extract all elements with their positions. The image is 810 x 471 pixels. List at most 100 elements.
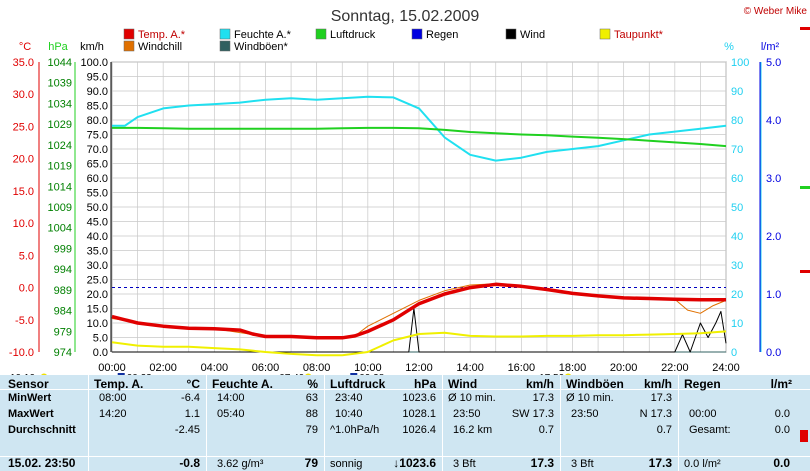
celsius-tick: 35.0 (13, 57, 34, 69)
humidity-min-time: 14:00 (217, 392, 245, 404)
temp-unit: °C (186, 377, 200, 391)
celsius-tick: 5.0 (19, 250, 34, 262)
rain-unit: l/m² (770, 377, 792, 391)
time-tick: 22:00 (661, 362, 689, 374)
pressure-unit: hPa (413, 377, 436, 391)
rain-total-label: Gesamt: (689, 424, 731, 436)
panel-divider (678, 375, 679, 471)
humidity-header: Feuchte A. (212, 377, 273, 391)
pressure-trend-value: 1026.4 (402, 424, 436, 436)
time-tick: 08:00 (303, 362, 331, 374)
left-axes: 35.0 30.0 25.0 20.0 15.0 10.0 5.0 0.0 -5.0 -10.0 1… (9, 57, 112, 359)
celsius-tick: -10.0 (9, 347, 34, 359)
hpa-tick: 999 (54, 243, 72, 255)
gust-time: 23:50 (571, 408, 599, 420)
wind-avg-value: 17.3 (532, 392, 554, 404)
rain-r2-value: 0.0 (774, 408, 790, 420)
legend-label: Luftdruck (330, 29, 376, 41)
kmh-tick: 35.0 (87, 246, 108, 258)
sensor-header: Sensor (8, 377, 49, 391)
panel-divider (442, 375, 443, 471)
pressure-trend-label: ^1.0hPa/h (330, 424, 380, 436)
axis-unit-label: l/m² (761, 41, 780, 53)
hpa-tick: 984 (54, 306, 72, 318)
rain-tick: 0.0 (766, 347, 781, 359)
axis-unit-label: °C (19, 41, 31, 53)
kmh-tick: 10.0 (87, 318, 108, 330)
row-label-max: MaxWert (8, 408, 54, 420)
kmh-tick: 70.0 (87, 144, 108, 156)
legend-swatch (505, 28, 517, 40)
hpa-tick: 1004 (48, 223, 72, 235)
percent-tick: 100 (731, 57, 749, 69)
celsius-tick: 10.0 (13, 218, 34, 230)
pressure-max-time: 10:40 (335, 408, 363, 420)
temp-header: Temp. A. (94, 377, 144, 391)
rain-header: Regen (684, 377, 721, 391)
kmh-tick: 95.0 (87, 72, 108, 84)
kmh-tick: 20.0 (87, 289, 108, 301)
wind-unit: km/h (525, 377, 554, 391)
wind-beaufort: 3 Bft (453, 458, 476, 470)
panel-header-divider (0, 389, 810, 390)
legend-label: Taupunkt* (614, 29, 664, 41)
time-tick: 18:00 (559, 362, 587, 374)
rain-column: Regen l/m² 00:00 0.0 Gesamt: 0.0 0.0 l/m… (679, 375, 810, 471)
sun-icon (305, 373, 312, 375)
hpa-tick: 1039 (48, 78, 72, 90)
kmh-tick: 85.0 (87, 101, 108, 113)
row-label-avg: Durchschnitt (8, 424, 76, 436)
gust-r3-value: 0.7 (656, 424, 672, 436)
copyright-label: © Weber Mike (744, 6, 808, 17)
legend-swatch (599, 28, 611, 40)
temp-column: Temp. A. °C 08:00 -6.4 14:20 1.1 -2.45 -… (89, 375, 206, 471)
moon-icon (117, 373, 125, 375)
legend-swatch (219, 40, 231, 52)
rain-total-value: 0.0 (774, 424, 790, 436)
axis-unit-headers: °C hPa km/h% l/m² (19, 41, 780, 53)
kmh-tick: 60.0 (87, 173, 108, 185)
wind-distance: 16.2 km (453, 424, 493, 436)
celsius-tick: -5.0 (15, 315, 34, 327)
humidity-column: Feuchte A. % 14:00 63 05:40 88 79 3.62 g… (207, 375, 324, 471)
time-tick: 10:00 (354, 362, 382, 374)
humidity-unit: % (307, 377, 318, 391)
hpa-tick: 1019 (48, 161, 72, 173)
temp-min-time: 08:00 (99, 392, 127, 404)
hpa-tick: 1029 (48, 119, 72, 131)
legend-swatch (219, 28, 231, 40)
axis-unit-label: hPa (48, 41, 68, 53)
wind-direction: SW 17.3 (511, 408, 554, 420)
time-tick: 12:00 (405, 362, 433, 374)
humidity-current-value: 79 (304, 456, 318, 470)
panel-divider (206, 375, 207, 471)
statistics-panel: Sensor MinWert MaxWert Durchschnitt 15.0… (0, 375, 810, 471)
kmh-tick: 25.0 (87, 275, 108, 287)
sensor-column: Sensor MinWert MaxWert Durchschnitt 15.0… (0, 375, 88, 471)
legend-label: Windböen* (234, 41, 289, 53)
percent-tick: 10 (731, 318, 743, 330)
percent-tick: 80 (731, 115, 743, 127)
percent-tick: 70 (731, 144, 743, 156)
current-timestamp: 15.02. 23:50 (8, 456, 76, 470)
pressure-min-value: 1023.6 (402, 392, 436, 404)
series-temp-a (111, 282, 726, 340)
time-tick: 24:00 (712, 362, 740, 374)
panel-divider (560, 375, 561, 471)
wind-time: 23:50 (453, 408, 481, 420)
celsius-tick: 30.0 (13, 89, 34, 101)
hpa-tick: 1044 (48, 57, 72, 69)
percent-tick: 50 (731, 202, 743, 214)
gust-avg-label: Ø 10 min. (566, 392, 614, 404)
sun-time-label: 17:50 (539, 373, 564, 375)
panel-footer-divider (0, 456, 810, 457)
hpa-tick: 979 (54, 326, 72, 338)
percent-tick: 40 (731, 231, 743, 243)
legend-label: Windchill (138, 41, 182, 53)
humidity-avg-value: 79 (305, 424, 318, 436)
rain-tick: 5.0 (766, 57, 781, 69)
time-tick: 20:00 (610, 362, 638, 374)
wind-r3-value: 0.7 (538, 424, 554, 436)
pressure-max-value: 1028.1 (402, 408, 436, 420)
kmh-tick: 50.0 (87, 202, 108, 214)
